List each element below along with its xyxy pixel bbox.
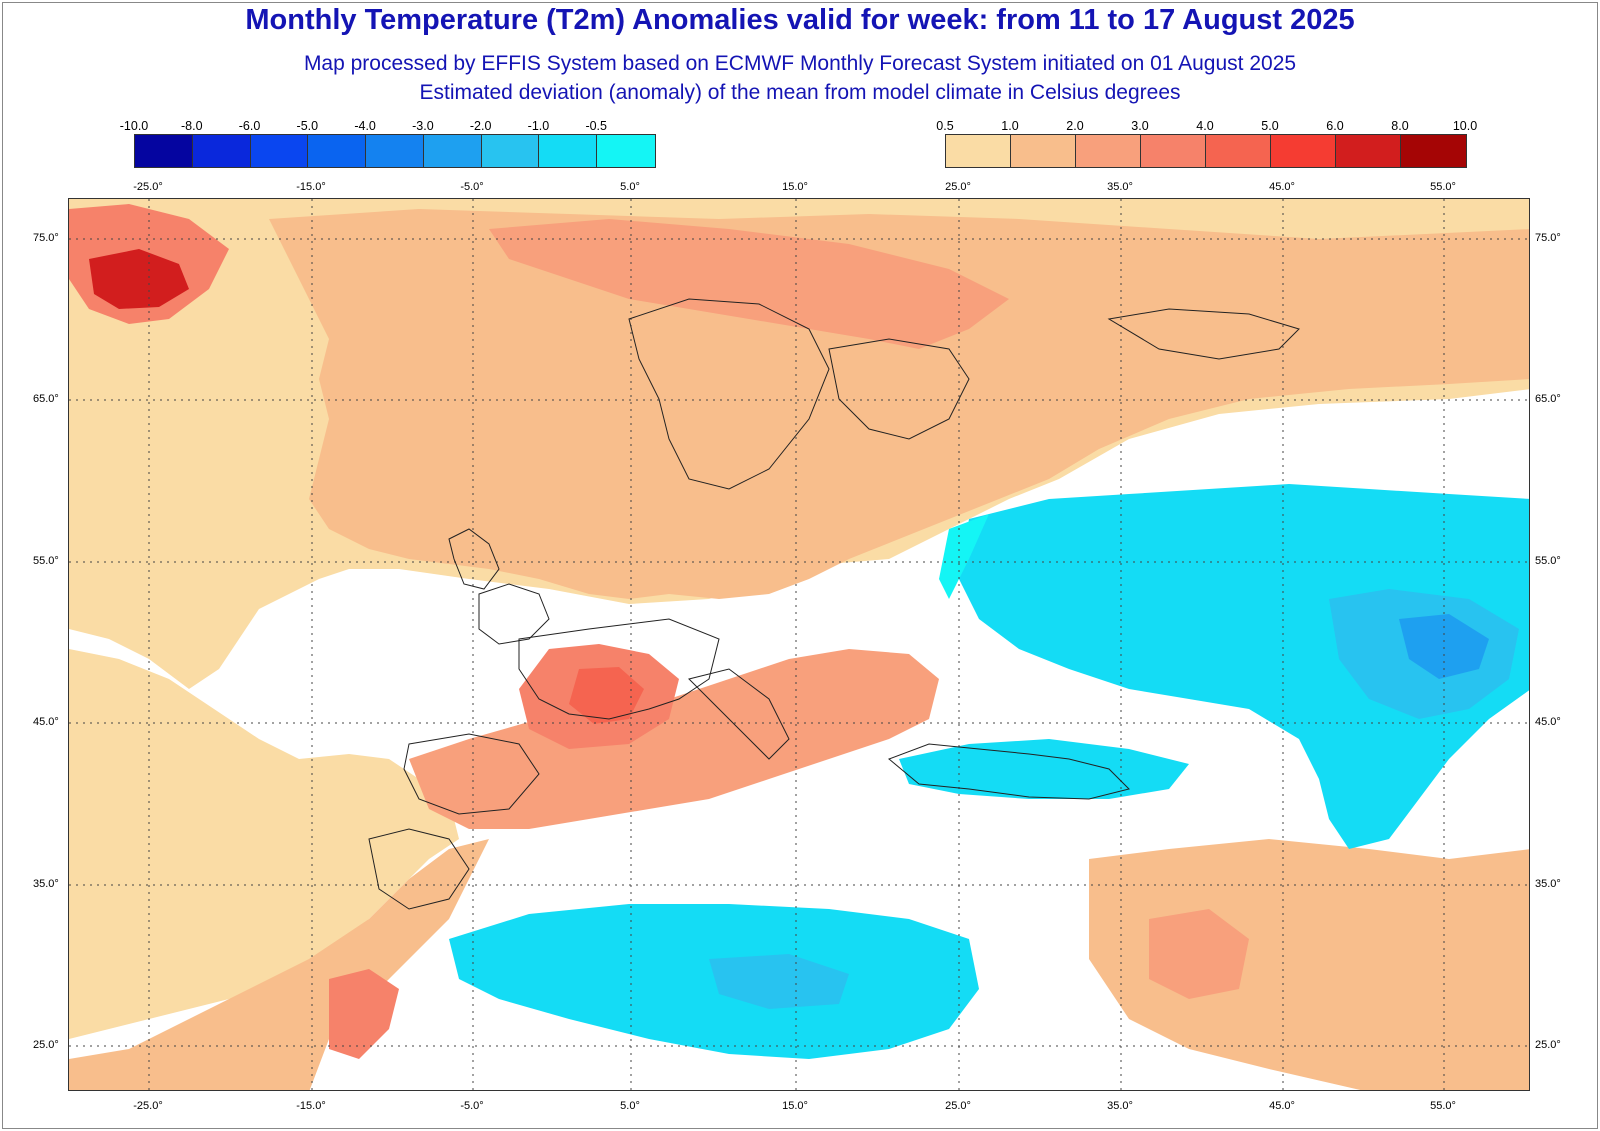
- legend-label: 3.0: [1131, 119, 1149, 133]
- warm-region-france-core: [569, 667, 644, 724]
- longitude-label: -5.0°: [460, 1100, 484, 1112]
- map-subtitle-processing: Map processed by EFFIS System based on E…: [303, 52, 1297, 75]
- legend-swatch: [597, 135, 655, 167]
- longitude-label: 25.0°: [945, 1100, 971, 1112]
- legend-swatch: [308, 135, 367, 167]
- legend-label: -6.0: [238, 119, 261, 133]
- legend-swatch: [1336, 135, 1401, 167]
- warm-region-arabia-core: [1149, 909, 1249, 999]
- legend-label: -4.0: [354, 119, 376, 133]
- cold-region-russia-deep: [1399, 614, 1489, 679]
- coastline-outline: [448, 528, 500, 590]
- legend-swatch: [1011, 135, 1076, 167]
- legend-label: 10.0: [1452, 119, 1478, 133]
- map-subtitle-units: Estimated deviation (anomaly) of the mea…: [419, 81, 1181, 104]
- legend-cold-colorbar: [134, 134, 656, 168]
- legend-label: -5.0: [296, 119, 319, 133]
- coastline-outline: [688, 668, 790, 760]
- latitude-label: 45.0°: [1535, 716, 1561, 728]
- coastline-outline: [368, 828, 470, 910]
- latitude-label: 25.0°: [33, 1039, 59, 1051]
- longitude-label: 45.0°: [1269, 181, 1295, 193]
- legend-label: -0.5: [585, 119, 607, 133]
- warm-region-greenland-core: [89, 249, 189, 309]
- warm-region-atlantic-south: [69, 649, 459, 1039]
- legend-label: 2.0: [1066, 119, 1084, 133]
- latitude-label: 75.0°: [33, 232, 59, 244]
- legend-swatch: [1271, 135, 1336, 167]
- legend-swatch: [250, 135, 309, 167]
- latitude-label: 25.0°: [1535, 1039, 1561, 1051]
- warm-region-westafrica: [69, 839, 489, 1090]
- coastline-outline: [518, 618, 720, 720]
- legend-label: -1.0: [527, 119, 550, 133]
- longitude-label: 25.0°: [945, 181, 971, 193]
- legend-label: -10.0: [119, 119, 149, 133]
- coastline-outline: [403, 733, 540, 815]
- legend-label: -2.0: [469, 119, 492, 133]
- latitude-label: 65.0°: [33, 393, 59, 405]
- longitude-label: -5.0°: [460, 181, 484, 193]
- longitude-label: -25.0°: [133, 181, 163, 193]
- longitude-label: 45.0°: [1269, 1100, 1295, 1112]
- warm-region-north-scandinavia: [489, 219, 1009, 349]
- legend-label: 1.0: [1001, 119, 1019, 133]
- coastline-outline: [478, 583, 550, 645]
- longitude-label: -25.0°: [133, 1100, 163, 1112]
- coastline-outline: [828, 338, 970, 440]
- latitude-label: 55.0°: [33, 555, 59, 567]
- warm-region-europe: [269, 209, 1529, 599]
- coastline-outline: [888, 743, 1130, 800]
- legend-label: 4.0: [1196, 119, 1214, 133]
- latitude-label: 45.0°: [33, 716, 59, 728]
- coastline-outline: [628, 298, 830, 490]
- legend-swatch: [946, 135, 1011, 167]
- map-svg: [69, 199, 1529, 1090]
- longitude-label: 35.0°: [1107, 1100, 1133, 1112]
- legend-swatch: [366, 135, 424, 167]
- cold-region-turkey: [899, 739, 1189, 799]
- legend-swatch: [135, 135, 193, 167]
- legend-swatch: [423, 135, 482, 167]
- longitude-label: 15.0°: [782, 1100, 808, 1112]
- longitude-label: -15.0°: [296, 181, 326, 193]
- warm-region-arabia: [1089, 839, 1529, 1090]
- longitude-label: 15.0°: [782, 181, 808, 193]
- latitude-label: 75.0°: [1535, 232, 1561, 244]
- longitude-label: 5.0°: [620, 1100, 640, 1112]
- legend-swatch: [1141, 135, 1206, 167]
- longitude-label: 55.0°: [1430, 1100, 1456, 1112]
- cold-region-sahara-core: [709, 954, 849, 1009]
- legend-label: 6.0: [1326, 119, 1344, 133]
- legend-swatch: [1076, 135, 1141, 167]
- legend-label: 0.5: [936, 119, 954, 133]
- legend-swatch: [192, 135, 251, 167]
- latitude-label: 65.0°: [1535, 393, 1561, 405]
- legend-swatch: [1401, 135, 1466, 167]
- cold-region-russia: [959, 484, 1529, 849]
- warm-region-morocco: [329, 969, 399, 1059]
- anomaly-map: [68, 198, 1530, 1091]
- cold-region-russia-edge: [939, 514, 989, 599]
- legend-label: 8.0: [1391, 119, 1409, 133]
- coastline-outline: [1107, 308, 1300, 360]
- warm-region-west-europe: [409, 649, 939, 829]
- legend-label: 5.0: [1261, 119, 1279, 133]
- longitude-label: 35.0°: [1107, 181, 1133, 193]
- longitude-label: -15.0°: [296, 1100, 326, 1112]
- longitude-label: 55.0°: [1430, 181, 1456, 193]
- latitude-label: 55.0°: [1535, 555, 1561, 567]
- longitude-label: 5.0°: [620, 181, 640, 193]
- latitude-label: 35.0°: [1535, 878, 1561, 890]
- cold-region-sahara: [449, 904, 979, 1059]
- legend-label: -3.0: [412, 119, 434, 133]
- legend-swatch: [539, 135, 598, 167]
- map-title: Monthly Temperature (T2m) Anomalies vali…: [245, 4, 1355, 36]
- legend-swatch: [1206, 135, 1271, 167]
- latitude-label: 35.0°: [33, 878, 59, 890]
- legend-swatch: [481, 135, 540, 167]
- legend-warm-colorbar: [945, 134, 1467, 168]
- legend-label: -8.0: [180, 119, 203, 133]
